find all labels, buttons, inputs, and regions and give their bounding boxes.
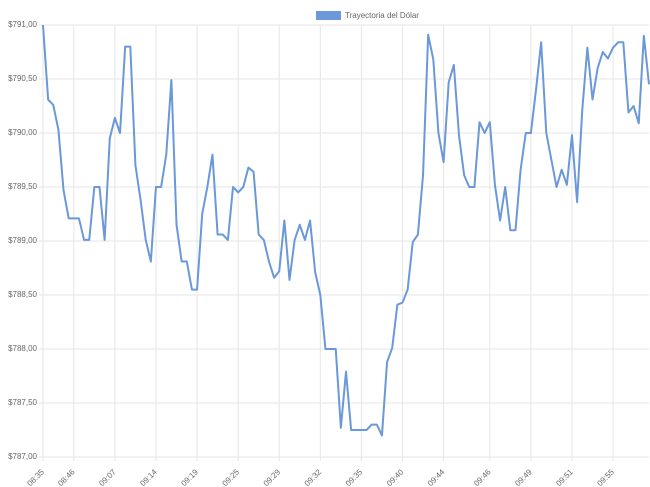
x-tick-label: 09:07 <box>97 467 118 487</box>
y-tick-label: $787,00 <box>8 452 37 461</box>
x-tick-label: 08:35 <box>25 467 46 487</box>
x-tick-label: 09:51 <box>554 467 575 487</box>
x-tick-label: 08:46 <box>56 467 77 487</box>
x-tick-label: 09:44 <box>426 467 447 487</box>
x-tick-label: 09:35 <box>344 467 365 487</box>
x-tick-label: 09:46 <box>472 467 493 487</box>
x-tick-label: 09:29 <box>262 467 283 487</box>
x-tick-label: 09:25 <box>221 467 242 487</box>
y-tick-label: $791,00 <box>8 20 37 29</box>
x-tick-label: 09:32 <box>303 467 324 487</box>
series-line <box>42 24 650 437</box>
x-tick-label: 09:14 <box>138 467 159 487</box>
y-tick-label: $788,00 <box>8 344 37 353</box>
x-tick-label: 09:40 <box>385 467 406 487</box>
legend-swatch[interactable] <box>316 11 341 20</box>
y-tick-label: $790,50 <box>8 74 37 83</box>
x-tick-label: 09:19 <box>179 467 200 487</box>
y-tick-label: $789,00 <box>8 236 37 245</box>
y-tick-label: $788,50 <box>8 290 37 299</box>
y-tick-label: $790,00 <box>8 128 37 137</box>
x-tick-label: 09:55 <box>595 467 616 487</box>
y-tick-label: $787,50 <box>8 398 37 407</box>
legend-label[interactable]: Trayectoria del Dólar <box>345 11 419 20</box>
x-tick-label: 09:49 <box>513 467 534 487</box>
y-tick-label: $789,50 <box>8 182 37 191</box>
